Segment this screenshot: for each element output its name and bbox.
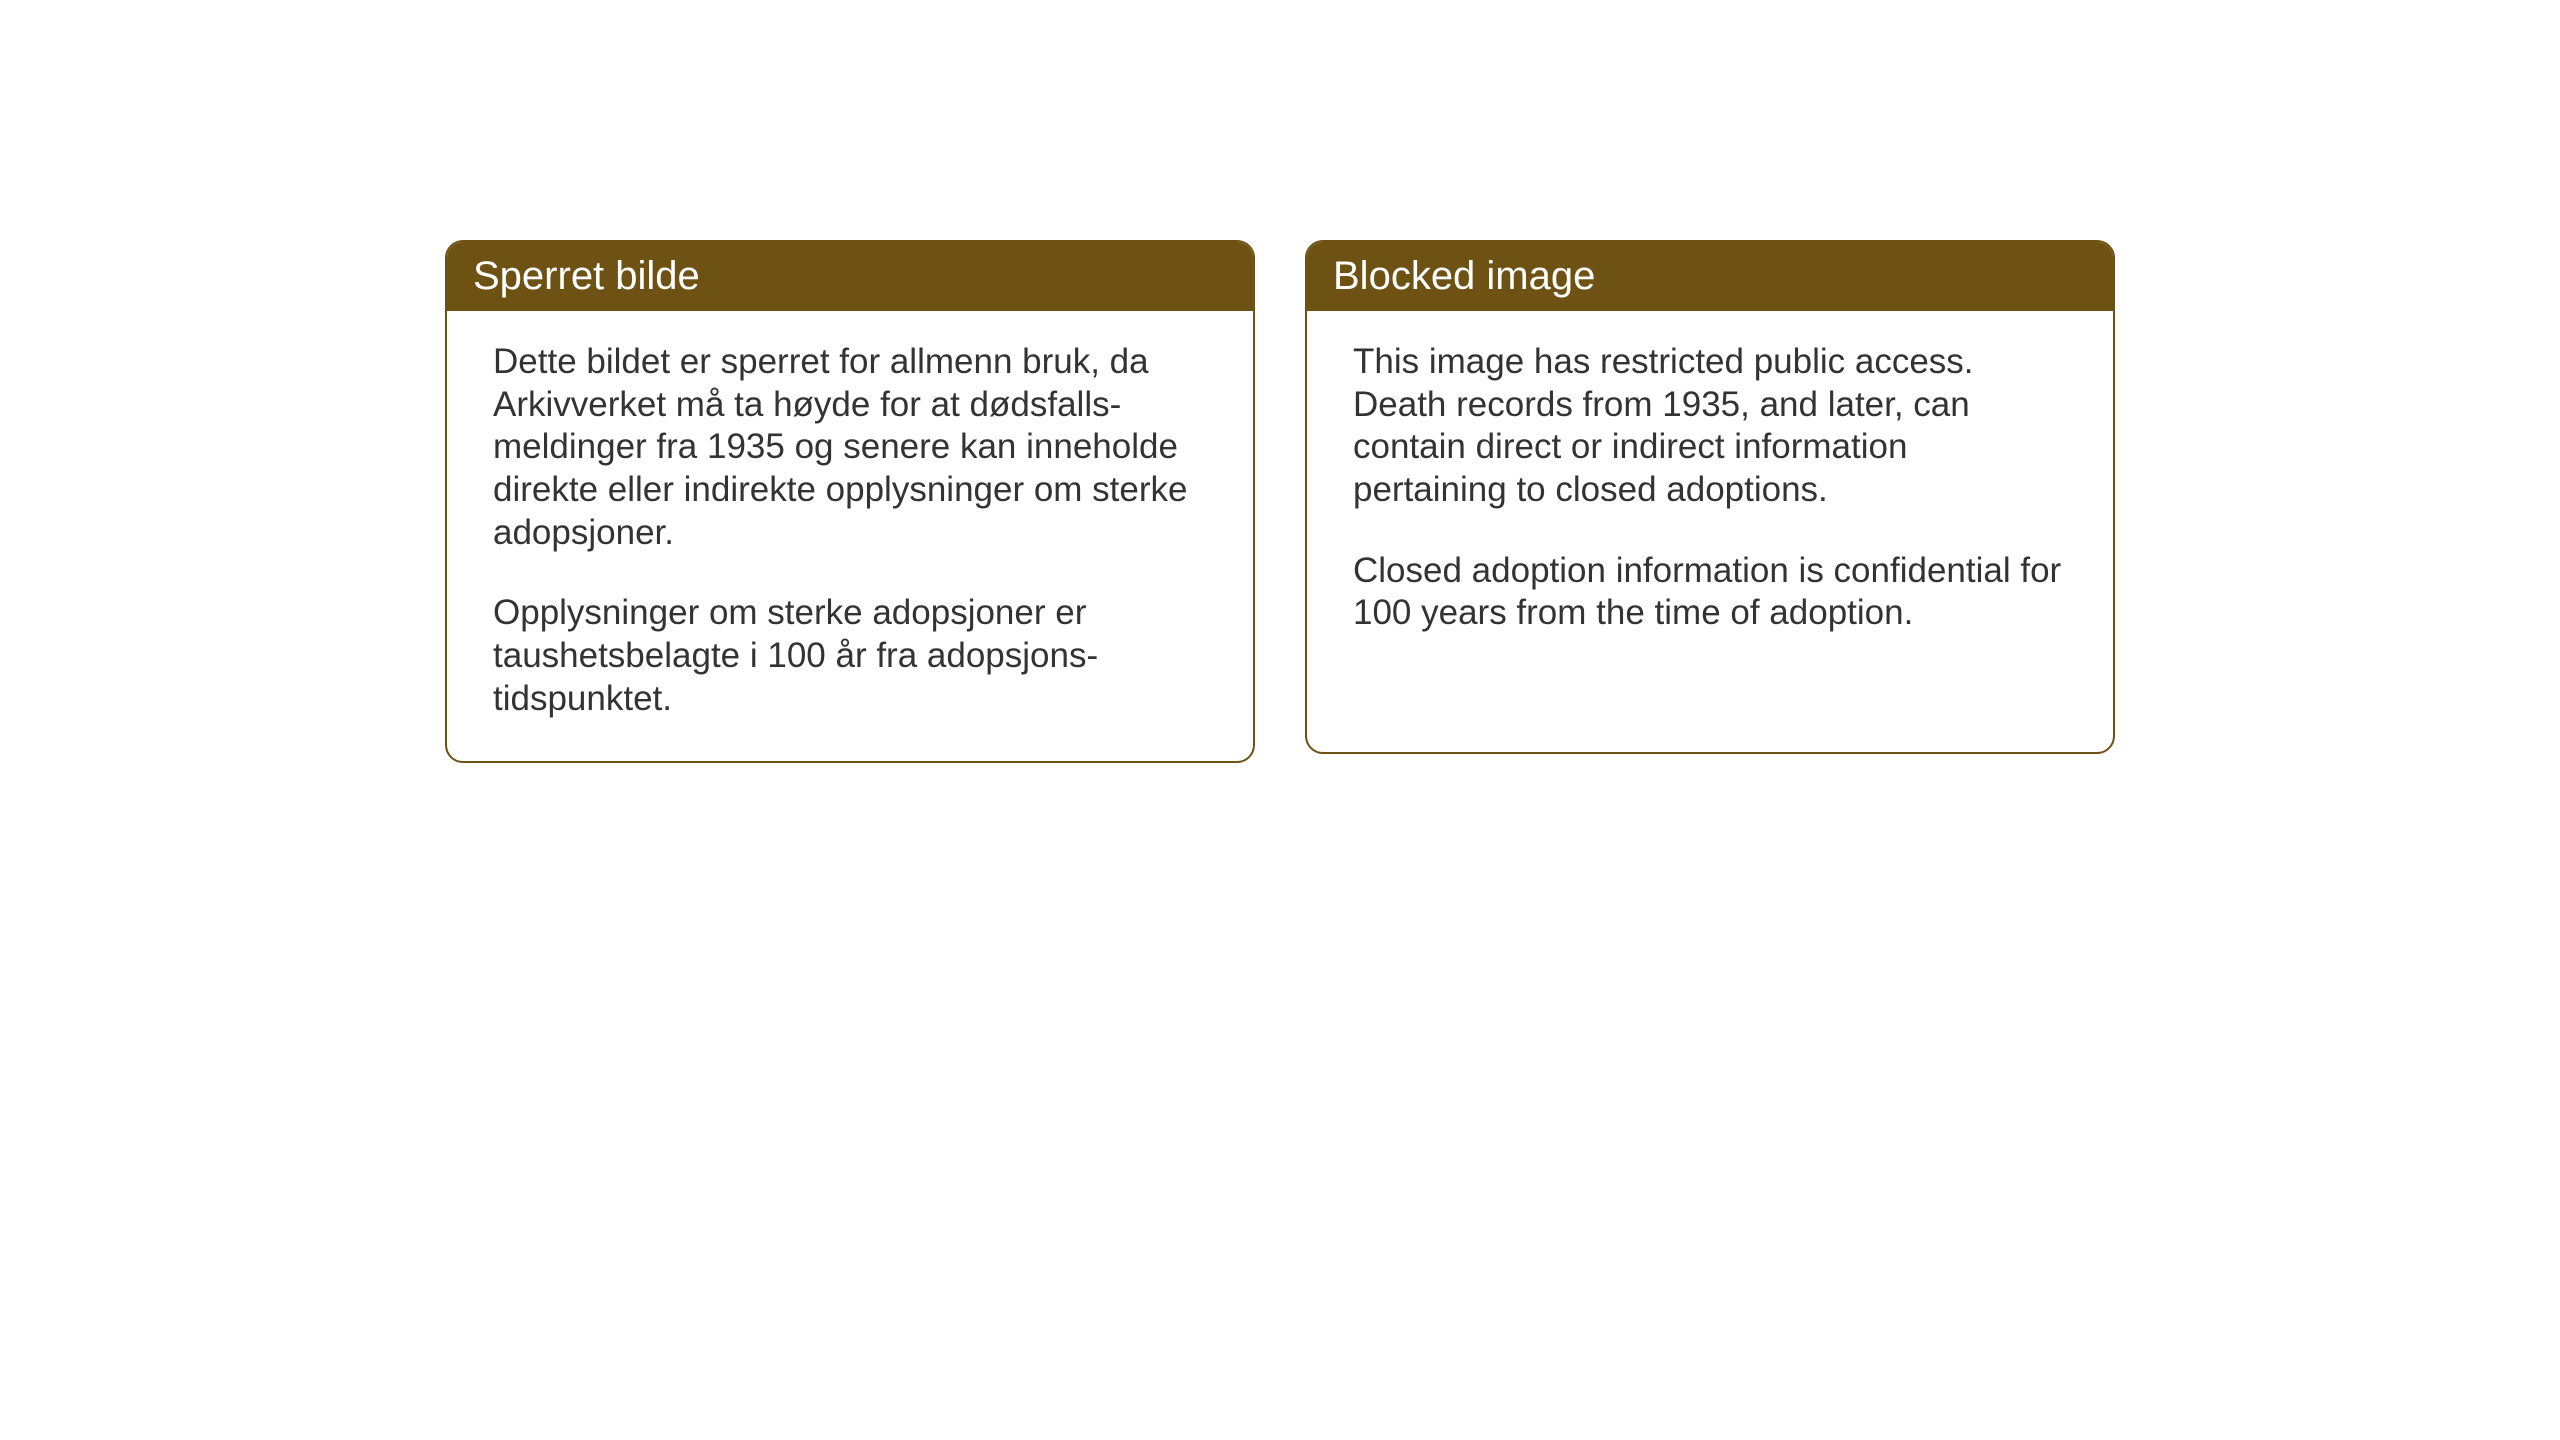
- notice-title: Blocked image: [1333, 254, 1595, 298]
- notice-body-norwegian: Dette bildet er sperret for allmenn bruk…: [447, 311, 1253, 761]
- notice-paragraph: Dette bildet er sperret for allmenn bruk…: [493, 341, 1207, 554]
- notice-card-english: Blocked image This image has restricted …: [1305, 240, 2115, 754]
- notice-container: Sperret bilde Dette bildet er sperret fo…: [445, 240, 2115, 763]
- notice-card-norwegian: Sperret bilde Dette bildet er sperret fo…: [445, 240, 1255, 763]
- notice-paragraph: Opplysninger om sterke adopsjoner er tau…: [493, 592, 1207, 720]
- notice-title: Sperret bilde: [473, 254, 700, 298]
- notice-body-english: This image has restricted public access.…: [1307, 311, 2113, 675]
- notice-paragraph: Closed adoption information is confident…: [1353, 550, 2067, 635]
- notice-paragraph: This image has restricted public access.…: [1353, 341, 2067, 512]
- notice-header-english: Blocked image: [1307, 242, 2113, 311]
- notice-header-norwegian: Sperret bilde: [447, 242, 1253, 311]
